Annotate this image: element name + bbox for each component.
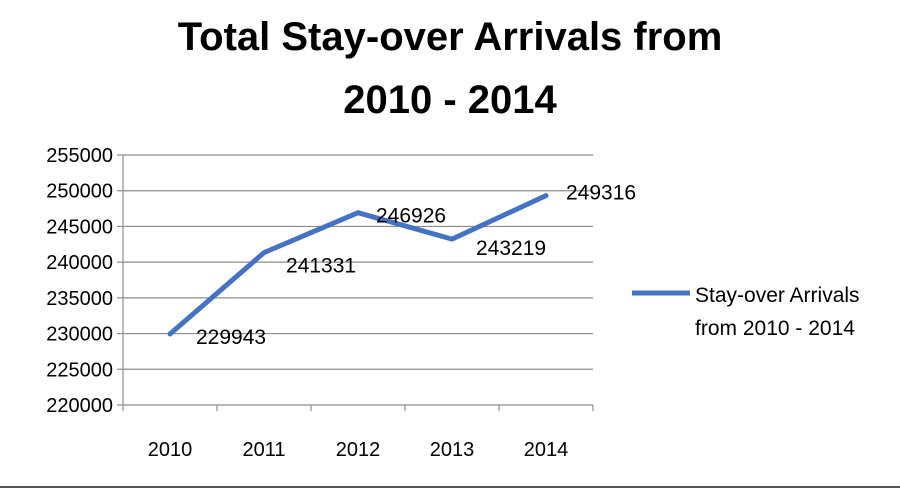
y-tick-label: 250000 — [46, 181, 113, 203]
data-point — [169, 332, 171, 335]
y-tick-label: 245000 — [46, 216, 113, 238]
x-tick-label: 2010 — [148, 439, 193, 461]
series-line — [167, 193, 549, 337]
data-label: 249316 — [566, 182, 636, 205]
data-point — [545, 194, 547, 197]
data-point — [451, 238, 453, 241]
y-axis-tick-labels: 220000 225000 230000 235000 240000 245000 2500… — [46, 145, 113, 417]
chart-title-line-2: 2010 - 2014 — [343, 78, 557, 122]
series-layer — [167, 193, 549, 337]
data-label: 246926 — [376, 205, 446, 228]
data-label: 229943 — [196, 326, 266, 349]
axes — [117, 154, 594, 411]
legend-label-line-2: from 2010 - 2014 — [695, 317, 855, 340]
x-tick-label: 2011 — [242, 439, 285, 461]
y-tick-label: 230000 — [46, 324, 113, 346]
chart-title-line-1: Total Stay-over Arrivals from — [178, 15, 723, 59]
legend-label-line-1: Stay-over Arrivals — [695, 284, 860, 307]
y-tick-label: 220000 — [46, 395, 113, 417]
y-tick-label: 255000 — [46, 145, 113, 167]
data-point — [357, 211, 359, 214]
gridlines — [123, 154, 593, 370]
x-axis-tick-labels: 2010 2011 2012 2013 2014 — [148, 439, 569, 461]
legend: Stay-over Arrivals from 2010 - 2014 — [632, 284, 860, 340]
data-label: 243219 — [476, 237, 546, 260]
x-tick-label: 2012 — [336, 439, 381, 461]
bottom-divider — [0, 486, 900, 488]
y-tick-label: 225000 — [46, 359, 113, 381]
x-tick-label: 2014 — [524, 439, 569, 461]
y-tick-label: 240000 — [46, 252, 113, 274]
x-tick-label: 2013 — [430, 439, 475, 461]
data-label: 241331 — [286, 255, 356, 278]
data-point — [263, 251, 265, 254]
y-tick-label: 235000 — [46, 288, 113, 310]
data-labels: 229943 241331 246926 243219 249316 — [196, 182, 636, 349]
